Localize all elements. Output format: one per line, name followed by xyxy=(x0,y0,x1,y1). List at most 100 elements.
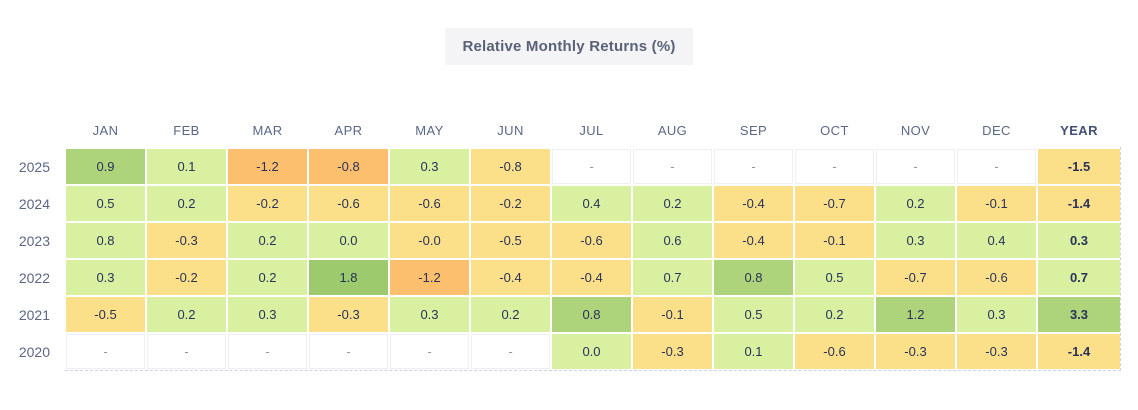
value-cell-2023-jul: -0.6 xyxy=(550,221,633,260)
table-row-2022: 2022 0.3 -0.2 0.2 1.8 -1.2 -0.4 -0.4 0.7 0.8 0.5 -0… xyxy=(0,258,1122,297)
value-cell-2022-jul: -0.4 xyxy=(550,258,633,297)
value-cell-2025-dec: - xyxy=(955,147,1038,186)
column-header-sep: SEP xyxy=(739,122,768,138)
value-cell-2023-aug: 0.6 xyxy=(631,221,714,260)
value-cell-2025-year: -1.5 xyxy=(1036,147,1122,186)
value-cell-2022-apr: 1.8 xyxy=(307,258,390,297)
row-label-2024: 2024 xyxy=(18,195,50,212)
value-cell-2020-may: - xyxy=(388,332,471,371)
value-cell-2025-may: 0.3 xyxy=(388,147,471,186)
value-cell-2025-jan: 0.9 xyxy=(64,147,147,186)
value-cell-2024-dec: -0.1 xyxy=(955,184,1038,223)
value-cell-2022-jan: 0.3 xyxy=(64,258,147,297)
column-header-nov: NOV xyxy=(900,122,931,138)
column-header-year: YEAR xyxy=(1060,122,1098,138)
value-cell-2024-nov: 0.2 xyxy=(874,184,957,223)
value-cell-2021-aug: -0.1 xyxy=(631,295,714,334)
header-row: JAN FEB MAR APR MAY JUN JUL AUG SEP OCT NOV DEC YEAR xyxy=(0,113,1121,148)
value-cell-2025-mar: -1.2 xyxy=(226,147,309,186)
value-cell-2025-nov: - xyxy=(874,147,957,186)
value-cell-2020-aug: -0.3 xyxy=(631,332,714,371)
table-row-2021: 2021 -0.5 0.2 0.3 -0.3 0.3 0.2 0.8 -0.1 0.5 0.2 1.2… xyxy=(0,295,1122,334)
value-cell-2020-jan: - xyxy=(64,332,147,371)
value-cell-2020-apr: - xyxy=(307,332,390,371)
row-label-2020: 2020 xyxy=(18,343,50,360)
value-cell-2022-jun: -0.4 xyxy=(469,258,552,297)
value-cell-2020-nov: -0.3 xyxy=(874,332,957,371)
value-cell-2020-feb: - xyxy=(145,332,228,371)
value-cell-2022-feb: -0.2 xyxy=(145,258,228,297)
value-cell-2024-year: -1.4 xyxy=(1036,184,1122,223)
column-header-feb: FEB xyxy=(173,122,200,138)
value-cell-2023-mar: 0.2 xyxy=(226,221,309,260)
value-cell-2022-sep: 0.8 xyxy=(712,258,795,297)
table-row-2023: 2023 0.8 -0.3 0.2 0.0 -0.0 -0.5 -0.6 0.6 -0.4 -0.1… xyxy=(0,221,1122,260)
value-cell-2021-feb: 0.2 xyxy=(145,295,228,334)
value-cell-2023-may: -0.0 xyxy=(388,221,471,260)
value-cell-2022-nov: -0.7 xyxy=(874,258,957,297)
value-cell-2020-mar: - xyxy=(226,332,309,371)
column-header-jul: JUL xyxy=(579,122,604,138)
value-cell-2021-apr: -0.3 xyxy=(307,295,390,334)
value-cell-2022-oct: 0.5 xyxy=(793,258,876,297)
value-cell-2025-jul: - xyxy=(550,147,633,186)
value-cell-2023-feb: -0.3 xyxy=(145,221,228,260)
table-row-2025: 2025 0.9 0.1 -1.2 -0.8 0.3 -0.8- - - - - - -1.5 xyxy=(0,147,1122,186)
value-cell-2025-apr: -0.8 xyxy=(307,147,390,186)
table-row-2020: 2020- - - - - -0.0 -0.3 0.1 -0.6 -0.3 -0.3 -1.4 xyxy=(0,332,1122,371)
value-cell-2020-jul: 0.0 xyxy=(550,332,633,371)
value-cell-2023-oct: -0.1 xyxy=(793,221,876,260)
value-cell-2021-year: 3.3 xyxy=(1036,295,1122,334)
value-cell-2023-jan: 0.8 xyxy=(64,221,147,260)
value-cell-2022-may: -1.2 xyxy=(388,258,471,297)
column-header-jun: JUN xyxy=(497,122,524,138)
table-row-2024: 2024 0.5 0.2 -0.2 -0.6 -0.6 -0.2 0.4 0.2 -0.4 -0.7… xyxy=(0,184,1122,223)
column-header-may: MAY xyxy=(415,122,444,138)
value-cell-2024-jun: -0.2 xyxy=(469,184,552,223)
returns-grid: JAN FEB MAR APR MAY JUN JUL AUG SEP OCT NOV DEC YEAR… xyxy=(0,113,1138,371)
value-cell-2020-year: -1.4 xyxy=(1036,332,1122,371)
value-cell-2020-sep: 0.1 xyxy=(712,332,795,371)
value-cell-2020-oct: -0.6 xyxy=(793,332,876,371)
value-cell-2025-sep: - xyxy=(712,147,795,186)
value-cell-2023-sep: -0.4 xyxy=(712,221,795,260)
value-cell-2024-mar: -0.2 xyxy=(226,184,309,223)
row-label-2022: 2022 xyxy=(18,269,50,286)
value-cell-2023-year: 0.3 xyxy=(1036,221,1122,260)
value-cell-2022-dec: -0.6 xyxy=(955,258,1038,297)
value-cell-2021-jan: -0.5 xyxy=(64,295,147,334)
value-cell-2024-apr: -0.6 xyxy=(307,184,390,223)
column-header-apr: APR xyxy=(334,122,363,138)
row-label-2023: 2023 xyxy=(18,232,50,249)
value-cell-2021-jun: 0.2 xyxy=(469,295,552,334)
value-cell-2023-jun: -0.5 xyxy=(469,221,552,260)
value-cell-2022-year: 0.7 xyxy=(1036,258,1122,297)
value-cell-2024-feb: 0.2 xyxy=(145,184,228,223)
value-cell-2021-may: 0.3 xyxy=(388,295,471,334)
column-header-mar: MAR xyxy=(252,122,283,138)
value-cell-2022-aug: 0.7 xyxy=(631,258,714,297)
value-cell-2024-jul: 0.4 xyxy=(550,184,633,223)
value-cell-2021-dec: 0.3 xyxy=(955,295,1038,334)
column-header-dec: DEC xyxy=(982,122,1011,138)
value-cell-2025-jun: -0.8 xyxy=(469,147,552,186)
value-cell-2021-oct: 0.2 xyxy=(793,295,876,334)
value-cell-2021-sep: 0.5 xyxy=(712,295,795,334)
value-cell-2020-dec: -0.3 xyxy=(955,332,1038,371)
value-cell-2025-oct: - xyxy=(793,147,876,186)
value-cell-2025-feb: 0.1 xyxy=(145,147,228,186)
value-cell-2023-apr: 0.0 xyxy=(307,221,390,260)
column-header-jan: JAN xyxy=(92,122,119,138)
value-cell-2021-nov: 1.2 xyxy=(874,295,957,334)
value-cell-2024-aug: 0.2 xyxy=(631,184,714,223)
corner-cell xyxy=(0,113,65,148)
value-cell-2022-mar: 0.2 xyxy=(226,258,309,297)
row-label-2025: 2025 xyxy=(18,158,50,175)
value-cell-2024-may: -0.6 xyxy=(388,184,471,223)
value-cell-2023-dec: 0.4 xyxy=(955,221,1038,260)
value-cell-2024-jan: 0.5 xyxy=(64,184,147,223)
value-cell-2024-oct: -0.7 xyxy=(793,184,876,223)
row-label-2021: 2021 xyxy=(18,306,50,323)
chart-title: Relative Monthly Returns (%) xyxy=(445,28,693,65)
